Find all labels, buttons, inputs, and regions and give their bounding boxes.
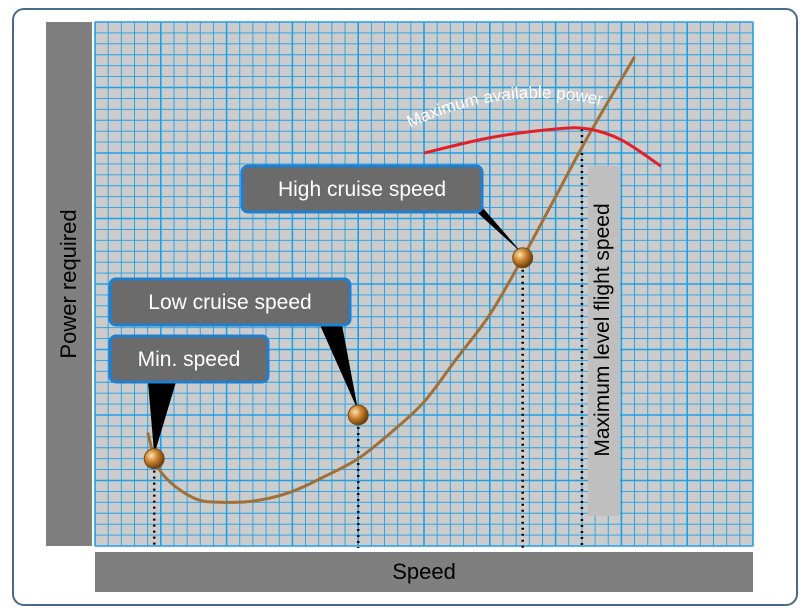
series-group [146,56,662,504]
max-level-speed-label: Maximum level flight speed [591,203,614,456]
speed-drop-lines [152,128,584,548]
callout-pointer [320,325,359,411]
power-required-curve [146,56,636,504]
x-axis-bar [95,552,753,592]
callout-pointer [148,382,176,455]
speed-marker [512,247,534,269]
callout-box [108,277,352,327]
callout-label: Min. speed [138,348,241,371]
markers-group [143,247,534,470]
max-level-speed-group: Maximum level flight speed [588,166,620,516]
speed-marker [143,448,165,470]
callout-label: Low cruise speed [148,291,311,314]
max-level-speed-label-bg [588,166,620,516]
available-power-curve [423,126,662,168]
callout-label: High cruise speed [278,178,446,201]
callout-box [240,164,484,214]
callout-box [108,334,270,384]
speed-marker [347,404,369,426]
x-axis-label: Speed [392,559,456,584]
y-axis-bar [46,22,92,546]
callouts-group: Min. speed Low cruise speed High cruise sp… [108,164,523,455]
